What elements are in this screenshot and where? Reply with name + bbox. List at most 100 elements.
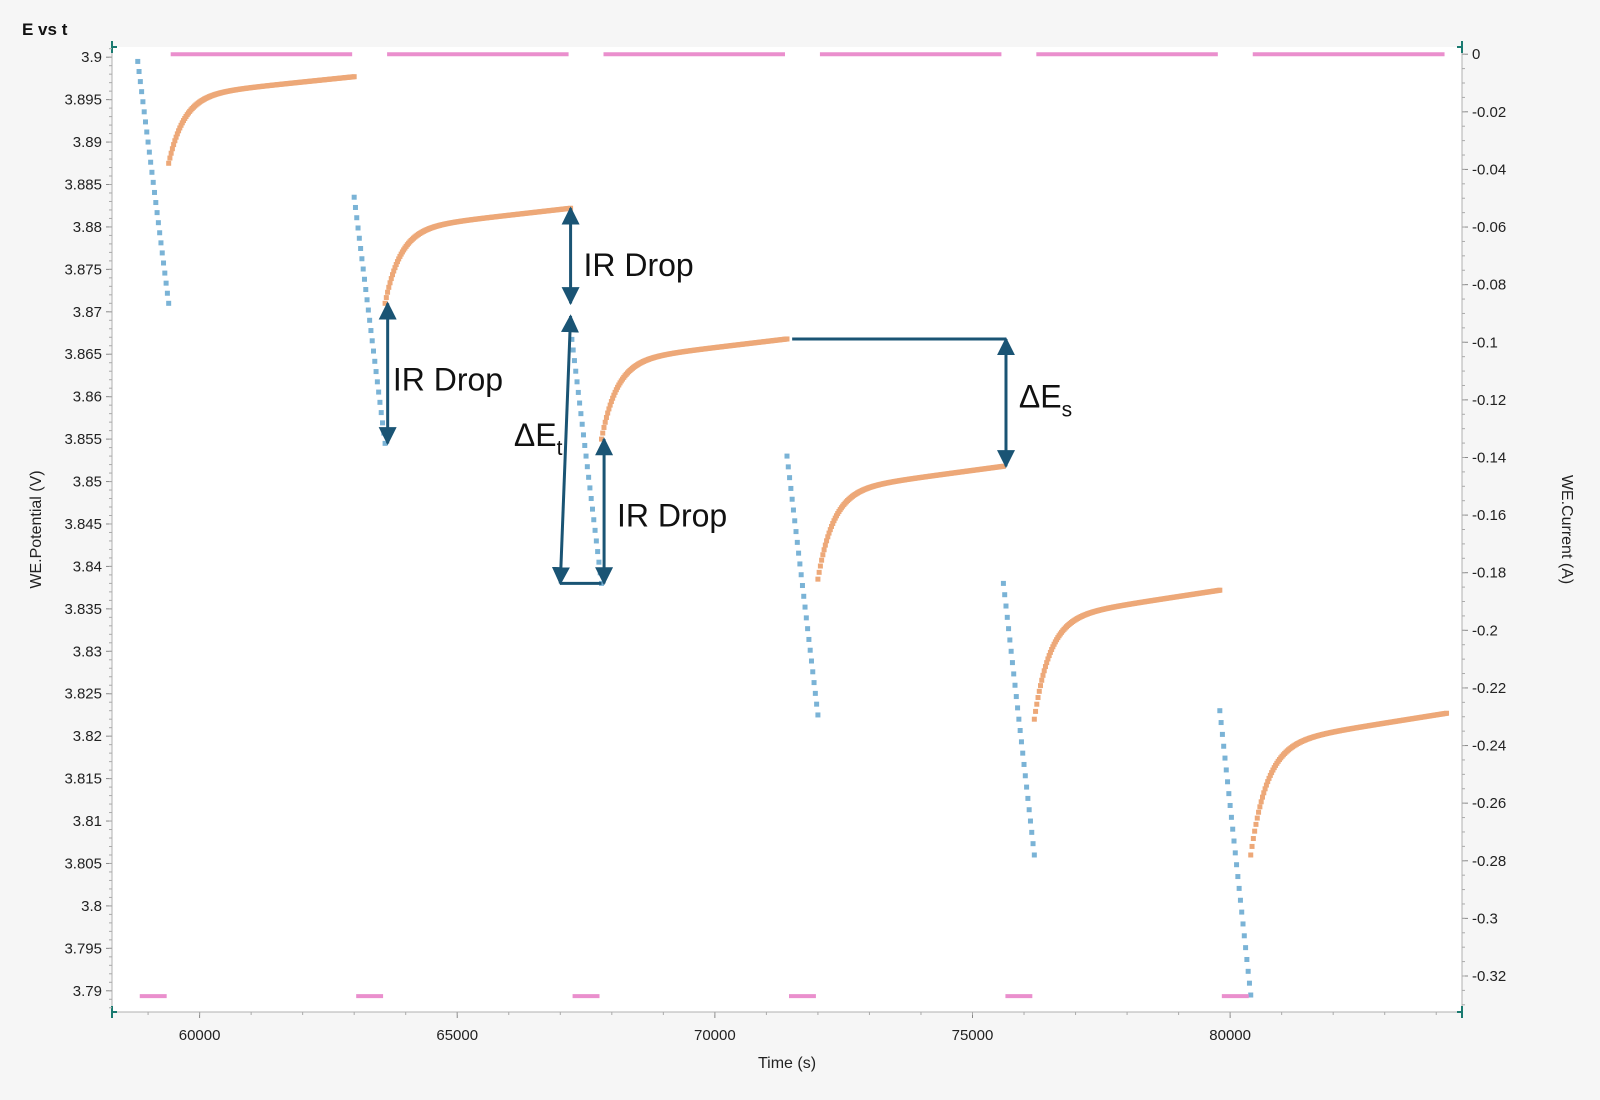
pulse-point xyxy=(352,204,358,210)
y2-tick-label: -0.08 xyxy=(1472,277,1506,294)
y-tick-label: 3.885 xyxy=(64,176,102,193)
y-axis-label: WE.Potential (V) xyxy=(28,470,45,588)
relaxation-point xyxy=(1253,821,1259,827)
relaxation-point xyxy=(1262,786,1268,792)
pulse-point xyxy=(1230,826,1236,832)
pulse-point xyxy=(1009,660,1015,666)
pulse-point xyxy=(587,485,593,491)
pulse-point xyxy=(584,464,590,470)
relaxation-point xyxy=(1034,701,1040,707)
relaxation-segment-3 xyxy=(599,336,790,442)
pulse-point xyxy=(1245,968,1251,974)
relaxation-point xyxy=(611,392,617,398)
pulse-point xyxy=(815,712,821,718)
pulse-segment-1 xyxy=(135,58,172,306)
relaxation-point xyxy=(1444,710,1450,716)
pulse-point xyxy=(1231,838,1237,844)
relaxation-point xyxy=(1217,587,1223,593)
relaxation-point xyxy=(1040,672,1046,678)
pulse-point xyxy=(373,369,379,375)
y-tick-label: 3.79 xyxy=(73,983,102,1000)
relaxation-point xyxy=(817,563,823,569)
pulse-point xyxy=(142,119,148,125)
relaxation-point xyxy=(831,518,837,524)
pulse-point xyxy=(149,169,155,175)
pulse-point xyxy=(1244,956,1250,962)
pulse-point xyxy=(583,453,589,459)
y2-tick-label: -0.32 xyxy=(1472,968,1506,985)
pulse-point xyxy=(1031,852,1037,858)
relaxation-point xyxy=(815,576,821,582)
pulse-point xyxy=(1029,829,1035,835)
relaxation-point xyxy=(172,138,178,144)
pulse-point xyxy=(1007,637,1013,643)
pulse-point xyxy=(164,290,170,296)
pulse-point xyxy=(579,421,585,427)
relaxation-point xyxy=(816,569,822,575)
pulse-point xyxy=(1006,626,1012,632)
pulse-point xyxy=(146,149,152,155)
pulse-point xyxy=(793,529,799,535)
relaxation-point xyxy=(1261,790,1267,796)
pulse-point xyxy=(1217,708,1223,714)
y2-axis-label: WE.Current (A) xyxy=(1558,475,1575,584)
pulse-point xyxy=(784,453,790,459)
pulse-point xyxy=(367,317,373,323)
pulse-point xyxy=(591,517,597,523)
x-tick-label: 60000 xyxy=(179,1027,221,1044)
y-tick-label: 3.86 xyxy=(73,389,102,406)
x-tick-label: 80000 xyxy=(1209,1027,1251,1044)
y2-tick-label: -0.14 xyxy=(1472,449,1506,466)
relaxation-point xyxy=(168,150,174,156)
pulse-point xyxy=(1222,755,1228,761)
relaxation-point xyxy=(169,146,175,152)
relaxation-point xyxy=(1038,683,1044,689)
pulse-point xyxy=(1237,897,1243,903)
y2-tick-label: -0.1 xyxy=(1472,334,1498,351)
relaxation-point xyxy=(1049,646,1055,652)
relaxation-point xyxy=(1257,804,1263,810)
pulse-point xyxy=(363,287,369,293)
series xyxy=(135,52,1450,999)
pulse-point xyxy=(593,538,599,544)
relaxation-point xyxy=(608,399,614,405)
pulse-point xyxy=(354,215,360,221)
pulse-point xyxy=(787,475,793,481)
y2-tick-label: -0.2 xyxy=(1472,622,1498,639)
pulse-point xyxy=(1017,728,1023,734)
y-tick-label: 3.88 xyxy=(73,219,102,236)
relaxation-point xyxy=(1248,852,1254,858)
y-tick-label: 3.84 xyxy=(73,558,102,575)
pulse-point xyxy=(812,690,818,696)
relaxation-point xyxy=(173,134,179,140)
pulse-segment-6 xyxy=(1217,708,1254,998)
relaxation-point xyxy=(1267,772,1273,778)
pulse-point xyxy=(360,266,366,272)
relaxation-point xyxy=(610,395,616,401)
pulse-point xyxy=(376,389,382,395)
y-tick-label: 3.845 xyxy=(64,516,102,533)
relaxation-point xyxy=(394,259,400,265)
pulse-point xyxy=(1235,874,1241,880)
x-axis-label: Time (s) xyxy=(758,1055,816,1072)
pulse-point xyxy=(155,220,161,226)
pulse-point xyxy=(798,572,804,578)
pulse-point xyxy=(573,368,579,374)
plot-area xyxy=(112,47,1462,1012)
relaxation-point xyxy=(1266,775,1272,781)
pulse-point xyxy=(1240,921,1246,927)
relaxation-point xyxy=(1254,815,1260,821)
relaxation-point xyxy=(390,272,396,278)
pulse-point xyxy=(1027,818,1033,824)
pulse-point xyxy=(1226,791,1232,797)
pulse-point xyxy=(161,260,167,266)
pulse-point xyxy=(162,270,168,276)
pulse-point xyxy=(1013,694,1019,700)
pulse-point xyxy=(588,496,594,502)
relaxation-segment-2 xyxy=(382,205,574,306)
relaxation-point xyxy=(1035,695,1041,701)
pulse-segment-4 xyxy=(784,453,821,718)
relaxation-point xyxy=(603,414,609,420)
pulse-point xyxy=(1246,980,1252,986)
